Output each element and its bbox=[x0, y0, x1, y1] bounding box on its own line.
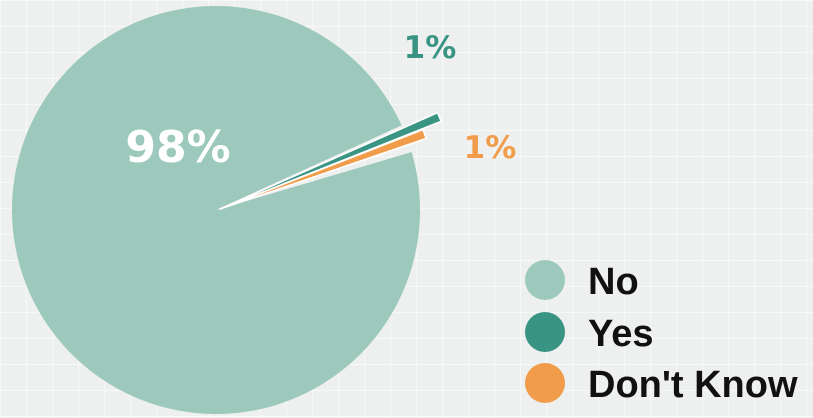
legend-item-yes: Yes bbox=[525, 312, 654, 355]
slice-value-label-dont-know: 1% bbox=[464, 130, 517, 166]
legend-item-no: No bbox=[525, 260, 639, 303]
pie-slice-no bbox=[11, 5, 420, 414]
legend-label-dont-know: Don't Know bbox=[588, 364, 798, 406]
pie-slice-don-t-know bbox=[219, 128, 427, 210]
slice-value-label-no: 98% bbox=[125, 122, 230, 173]
slice-value-label-yes: 1% bbox=[404, 30, 457, 66]
legend-label-no: No bbox=[588, 261, 639, 303]
legend-label-yes: Yes bbox=[588, 313, 654, 355]
legend-item-dont-know: Don't Know bbox=[525, 363, 798, 406]
legend-swatch-no bbox=[525, 260, 565, 300]
pie-slices bbox=[11, 5, 442, 414]
legend-swatch-dont-know bbox=[525, 363, 565, 403]
legend: No Yes Don't Know bbox=[525, 260, 798, 406]
legend-swatch-yes bbox=[525, 312, 565, 352]
